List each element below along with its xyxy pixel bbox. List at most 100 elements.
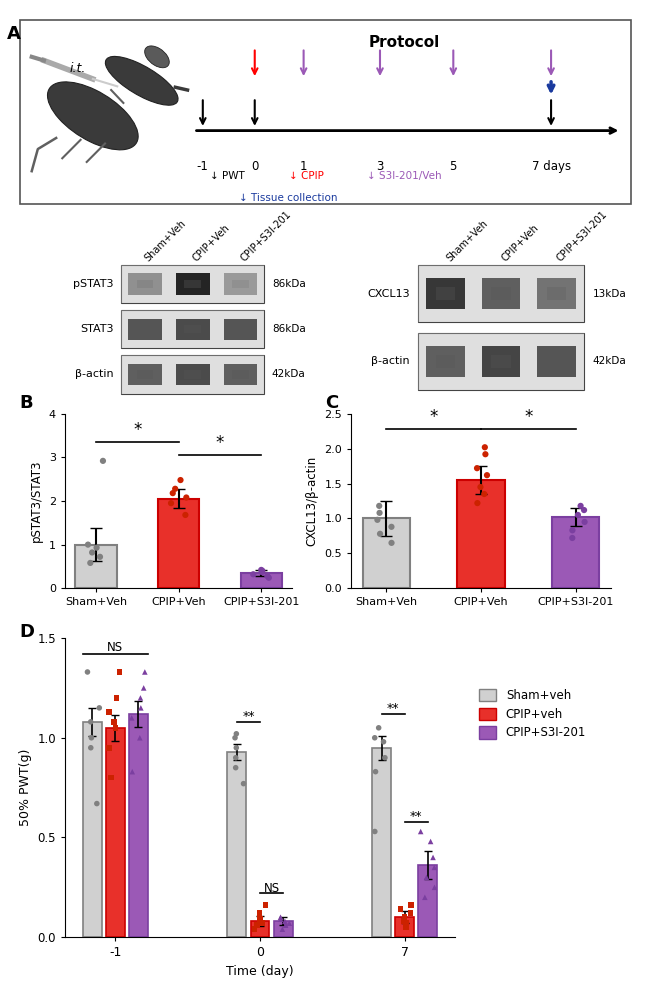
Point [239,776,249,792]
Bar [121,355,265,394]
Point [231,750,241,766]
Point [386,518,396,534]
Point [86,714,96,730]
Text: 86kDa: 86kDa [272,324,306,334]
Text: Protocol: Protocol [369,35,440,50]
Text: β-actin: β-actin [371,356,410,367]
Point [429,859,439,875]
Point [257,564,267,580]
Point [395,901,406,917]
Point [472,496,482,511]
Text: **: ** [410,810,422,823]
Bar [136,280,153,288]
Point [386,535,396,551]
Bar [83,722,101,937]
Text: CXCL13: CXCL13 [367,288,410,299]
Point [256,562,266,578]
Bar [426,346,465,377]
Point [375,525,385,541]
Point [567,530,577,546]
Point [374,504,385,520]
Point [480,447,491,463]
Text: NS: NS [107,641,124,654]
Point [405,905,415,921]
Text: *: * [216,434,224,453]
Point [111,720,121,736]
Bar [128,319,162,340]
Point [95,548,105,564]
Y-axis label: pSTAT3/STAT3: pSTAT3/STAT3 [31,460,44,542]
Point [92,796,102,812]
Bar [106,728,125,937]
Bar [419,865,437,937]
Point [254,905,265,921]
Point [92,539,102,555]
Bar [418,333,584,390]
Bar [129,714,148,937]
Bar [232,325,249,333]
Text: pSTAT3: pSTAT3 [73,279,114,289]
Point [180,507,190,523]
Point [421,869,432,885]
Bar [185,370,201,379]
Point [252,917,262,933]
Bar [491,287,511,300]
Text: ↓ CPIP: ↓ CPIP [289,170,324,180]
Text: **: ** [387,702,399,715]
Point [94,700,105,716]
Point [261,897,271,913]
Bar [372,748,391,937]
Point [127,764,137,780]
Point [103,704,114,720]
Point [370,764,381,780]
Point [249,921,259,937]
Text: 7 days: 7 days [532,161,571,173]
Bar [128,273,162,294]
Text: C: C [325,394,338,412]
Bar [75,544,117,588]
Text: CPIP+Veh: CPIP+Veh [190,222,231,263]
Point [85,555,96,571]
Point [98,453,108,469]
Point [378,734,389,750]
Point [231,726,242,742]
Text: CPIP+S3I-201: CPIP+S3I-201 [239,208,292,263]
Bar [491,355,511,368]
Point [106,770,116,786]
Text: 5: 5 [450,161,457,173]
Point [280,917,291,933]
Bar [136,325,153,333]
Bar [128,364,162,385]
Y-axis label: 50% PWT(g): 50% PWT(g) [19,749,32,827]
Point [276,911,286,927]
Bar [224,364,257,385]
Point [579,502,590,518]
Point [480,440,490,456]
Text: *: * [430,409,438,427]
Point [370,730,380,746]
Point [475,480,486,496]
Text: STAT3: STAT3 [80,324,114,334]
Bar [363,518,410,588]
Point [579,514,590,530]
Point [401,919,411,935]
Point [482,468,492,484]
Point [170,481,180,497]
Bar [418,333,584,390]
Point [230,730,240,746]
Bar [232,370,249,379]
Bar [185,325,201,333]
Point [575,498,586,513]
Point [277,921,287,937]
Point [135,690,146,706]
Bar [121,265,265,303]
Bar [547,287,566,300]
Bar [227,752,246,937]
Text: 0: 0 [251,161,259,173]
Ellipse shape [145,46,169,68]
Text: 42kDa: 42kDa [593,356,627,367]
Point [406,897,417,913]
Text: 1: 1 [300,161,307,173]
Point [257,915,267,931]
Point [399,909,410,925]
